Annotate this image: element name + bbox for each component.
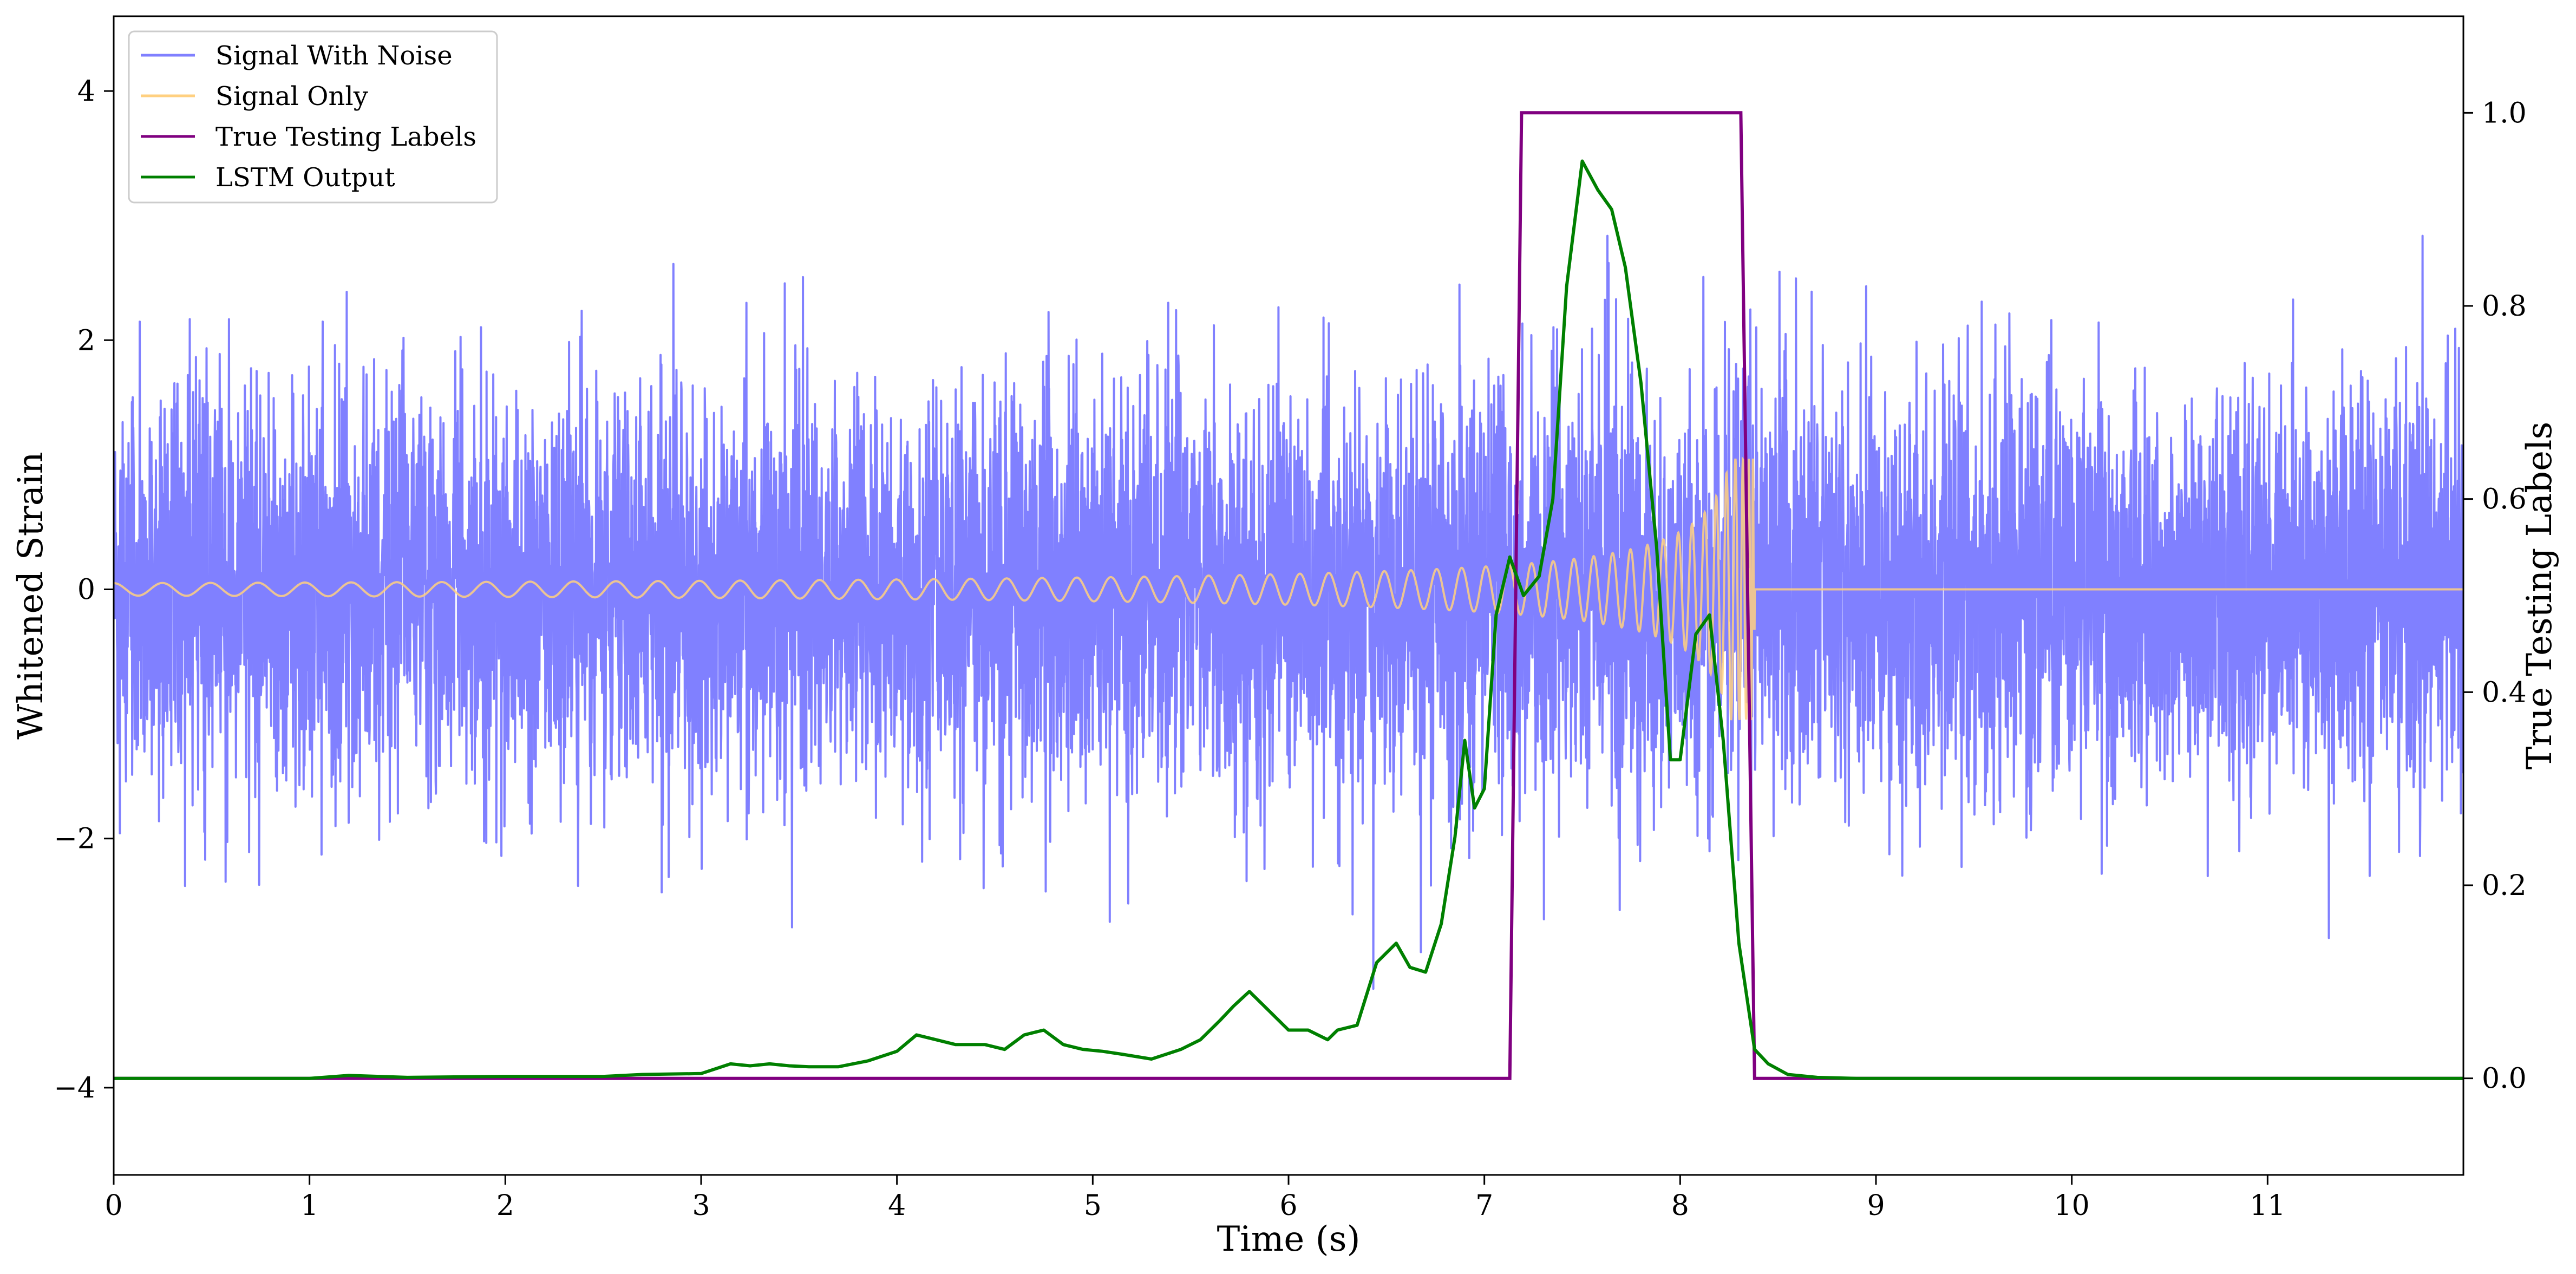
y2-tick-label: 0.6 bbox=[2482, 484, 2527, 516]
x-tick-label: 1 bbox=[300, 1190, 318, 1222]
y2-tick-label: 0.2 bbox=[2482, 870, 2527, 902]
series-signal-with-noise bbox=[114, 234, 2463, 990]
legend: Signal With Noise Signal Only True Testi… bbox=[128, 30, 498, 204]
x-tick-label: 8 bbox=[1671, 1190, 1689, 1222]
x-tick-label: 7 bbox=[1475, 1190, 1493, 1222]
y-tick-label: −2 bbox=[54, 823, 95, 855]
y-tick-label: 4 bbox=[77, 75, 95, 108]
x-tick-label: 11 bbox=[2250, 1190, 2285, 1222]
series-lstm-output bbox=[114, 159, 2463, 1080]
y2-tick-label: 0.8 bbox=[2482, 290, 2527, 323]
legend-box bbox=[128, 30, 498, 204]
legend-label-signal-only: Signal Only bbox=[215, 81, 368, 112]
y-tick-label: 0 bbox=[77, 573, 95, 606]
x-tick-label: 6 bbox=[1279, 1190, 1297, 1222]
x-axis-label: Time (s) bbox=[1217, 1219, 1361, 1259]
y-tick-label: −4 bbox=[54, 1072, 95, 1105]
y2-tick-label: 0.0 bbox=[2482, 1063, 2527, 1095]
y2-tick-label: 0.4 bbox=[2482, 676, 2527, 709]
x-tick-label: 0 bbox=[104, 1190, 122, 1222]
y2-tick-label: 1.0 bbox=[2482, 97, 2527, 129]
x-tick-label: 10 bbox=[2054, 1190, 2090, 1222]
x-tick-label: 2 bbox=[496, 1190, 514, 1222]
x-tick-label: 5 bbox=[1084, 1190, 1102, 1222]
y-axis-label: Whitened Strain bbox=[11, 452, 51, 739]
legend-label-lstm-output: LSTM Output bbox=[215, 162, 395, 193]
series-layer bbox=[114, 111, 2463, 1080]
legend-label-signal-with-noise: Signal With Noise bbox=[215, 41, 453, 71]
legend-label-true-testing-labels: True Testing Labels bbox=[215, 122, 476, 152]
x-tick-label: 4 bbox=[888, 1190, 906, 1222]
axes-layer: 0 1 2 3 4 5 6 7 8 9 10 11 −4 −2 0 2 4 0.0 0.2 0.4 0.6 0.8 1.0 bbox=[54, 75, 2526, 1222]
x-tick-label: 3 bbox=[692, 1190, 710, 1222]
series-signal-only bbox=[114, 456, 2463, 721]
y2-axis-label: True Testing Labels bbox=[2520, 422, 2560, 770]
y-tick-label: 2 bbox=[77, 324, 95, 357]
x-tick-label: 9 bbox=[1867, 1190, 1885, 1222]
